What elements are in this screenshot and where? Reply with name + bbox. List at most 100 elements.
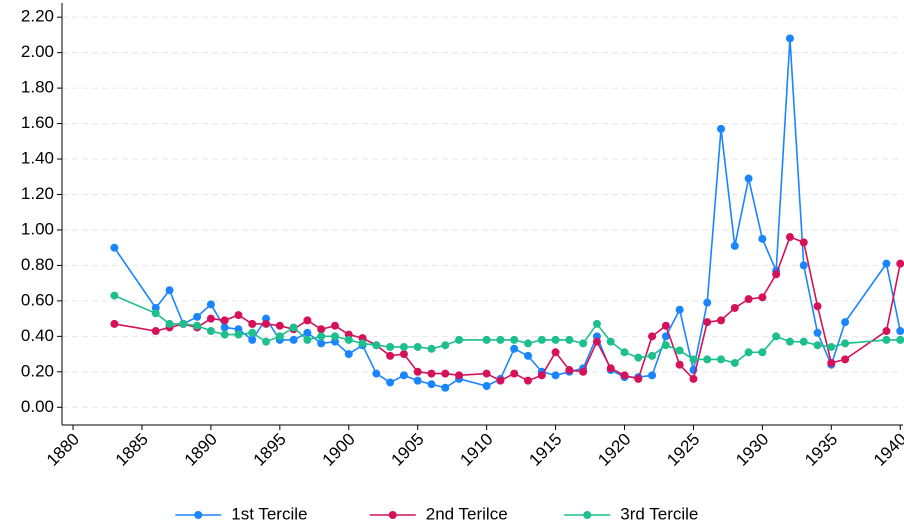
x-tick-label: 1910: [456, 430, 496, 470]
legend-label: 2nd Terilce: [426, 504, 508, 523]
y-tick-label: 1.00: [21, 219, 54, 238]
data-point: [179, 319, 188, 328]
data-point: [399, 371, 408, 380]
y-tick-label: 0.40: [21, 326, 54, 345]
data-point: [785, 337, 794, 346]
data-point: [413, 376, 422, 385]
y-tick-label: 1.80: [21, 78, 54, 97]
data-point: [165, 319, 174, 328]
data-point: [758, 293, 767, 302]
x-tick-label: 1890: [181, 430, 221, 470]
x-tick-label: 1930: [732, 430, 772, 470]
data-point: [344, 350, 353, 359]
data-point: [744, 295, 753, 304]
data-point: [248, 335, 257, 344]
data-point: [772, 332, 781, 341]
data-point: [634, 353, 643, 362]
data-point: [206, 300, 215, 309]
data-point: [730, 303, 739, 312]
data-point: [841, 355, 850, 364]
data-point: [827, 358, 836, 367]
data-point: [275, 321, 284, 330]
data-point: [441, 369, 450, 378]
x-tick-label: 1915: [525, 430, 565, 470]
data-point: [248, 319, 257, 328]
data-point: [510, 344, 519, 353]
data-point: [551, 335, 560, 344]
legend-label: 3rd Tercile: [620, 504, 698, 523]
data-point: [785, 34, 794, 43]
data-point: [661, 332, 670, 341]
data-point: [234, 311, 243, 320]
data-point: [372, 341, 381, 350]
data-point: [110, 319, 119, 328]
data-point: [703, 318, 712, 327]
x-tick-label: 1925: [663, 430, 703, 470]
data-point: [496, 376, 505, 385]
data-point: [661, 341, 670, 350]
data-point: [592, 337, 601, 346]
data-point: [441, 341, 450, 350]
legend-marker: [194, 511, 203, 519]
data-point: [675, 360, 684, 369]
data-point: [386, 378, 395, 387]
data-point: [303, 335, 312, 344]
data-point: [661, 321, 670, 330]
data-point: [717, 355, 726, 364]
data-point: [841, 318, 850, 327]
data-point: [648, 351, 657, 360]
data-point: [193, 321, 202, 330]
data-point: [717, 124, 726, 133]
data-point: [330, 321, 339, 330]
data-point: [896, 259, 904, 268]
data-point: [317, 332, 326, 341]
x-tick-label: 1920: [594, 430, 634, 470]
data-point: [606, 337, 615, 346]
data-point: [896, 335, 904, 344]
data-point: [482, 335, 491, 344]
data-point: [634, 374, 643, 383]
data-point: [303, 316, 312, 325]
data-point: [565, 366, 574, 375]
data-point: [482, 369, 491, 378]
data-point: [289, 323, 298, 332]
data-point: [799, 238, 808, 247]
data-point: [537, 335, 546, 344]
data-point: [151, 327, 160, 336]
data-point: [193, 312, 202, 321]
data-point: [510, 369, 519, 378]
data-point: [234, 330, 243, 339]
x-tick-label: 1940: [870, 430, 904, 470]
data-point: [882, 327, 891, 336]
data-point: [317, 339, 326, 348]
data-point: [386, 351, 395, 360]
data-point: [813, 328, 822, 337]
data-point: [841, 339, 850, 348]
data-point: [758, 234, 767, 243]
data-point: [262, 337, 271, 346]
data-point: [220, 316, 229, 325]
x-tick-label: 1905: [388, 430, 428, 470]
data-point: [785, 233, 794, 242]
data-point: [689, 374, 698, 383]
y-tick-label: 2.00: [21, 42, 54, 61]
data-point: [455, 335, 464, 344]
data-point: [110, 291, 119, 300]
data-point: [523, 339, 532, 348]
data-point: [220, 323, 229, 332]
data-point: [537, 371, 546, 380]
data-point: [386, 342, 395, 351]
data-point: [551, 371, 560, 380]
legend-marker: [583, 511, 592, 519]
data-point: [717, 316, 726, 325]
y-tick-label: 2.20: [21, 7, 54, 26]
data-point: [565, 335, 574, 344]
data-point: [730, 241, 739, 250]
data-point: [248, 328, 257, 337]
data-point: [220, 330, 229, 339]
data-point: [896, 327, 904, 336]
series-line: [114, 236, 902, 382]
data-point: [813, 302, 822, 311]
y-tick-label: 0.80: [21, 255, 54, 274]
